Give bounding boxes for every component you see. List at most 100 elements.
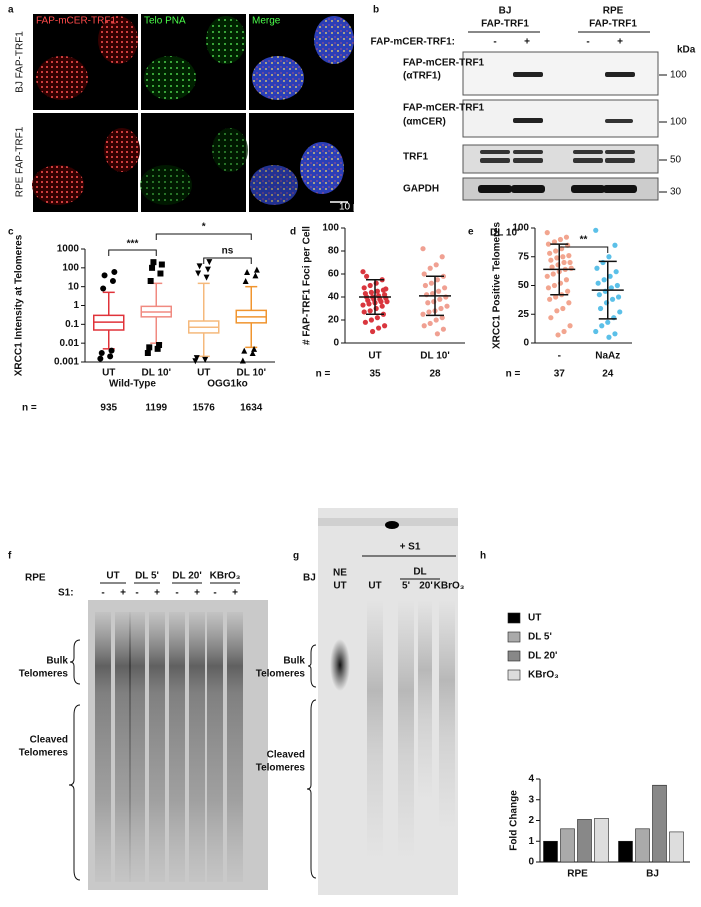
data-point <box>545 285 552 291</box>
data-point <box>545 241 552 247</box>
region-label: Telomeres <box>19 748 69 759</box>
significance-label: ns <box>222 246 234 257</box>
blot-label: (αTRF1) <box>403 71 441 82</box>
data-point <box>422 282 428 289</box>
data-point <box>551 282 558 289</box>
bar <box>577 819 592 863</box>
bar <box>652 784 667 863</box>
significance-bracket <box>203 257 252 264</box>
outlier <box>241 347 248 354</box>
data-point <box>607 273 613 279</box>
data-point <box>361 309 367 315</box>
data-point <box>612 331 618 337</box>
channel-label: Merge <box>252 16 281 27</box>
outlier <box>97 355 104 362</box>
data-point <box>547 296 553 302</box>
data-point <box>554 308 560 314</box>
marker-label: 30 <box>670 187 682 198</box>
data-point <box>376 325 382 331</box>
blot-label: FAP-mCER-TRF1 <box>403 103 485 114</box>
region-label: Telomeres <box>19 669 69 680</box>
gel-f <box>68 582 268 890</box>
y-tick-label: 1 <box>528 836 534 847</box>
bar <box>594 818 609 863</box>
y-axis-label: XRCC1 Intensity at Telomeres <box>14 234 25 376</box>
data-point <box>436 288 442 294</box>
data-point <box>374 288 380 294</box>
x-tick-label: UT <box>102 368 115 379</box>
outlier <box>100 285 107 292</box>
outlier <box>157 270 164 277</box>
cell-line: FAP-TRF1 <box>481 19 529 30</box>
data-point <box>367 308 373 314</box>
n-value: 1634 <box>240 403 263 414</box>
lane-label: UT <box>368 581 381 592</box>
cell-line: RPE <box>603 6 624 17</box>
data-point <box>421 271 427 277</box>
data-point <box>596 292 602 298</box>
data-point <box>433 317 439 323</box>
y-tick-label: 20 <box>328 315 340 326</box>
microscopy-images <box>32 14 354 212</box>
data-point <box>593 328 599 335</box>
outlier <box>206 259 213 266</box>
data-point <box>360 269 366 275</box>
bar <box>669 831 684 863</box>
n-label: n = <box>316 369 331 380</box>
outlier <box>251 345 258 352</box>
blot-label: TRF1 <box>403 152 428 163</box>
outlier <box>203 274 210 281</box>
outlier <box>204 266 211 273</box>
n-value: 37 <box>554 369 566 380</box>
data-point <box>382 323 388 329</box>
n-value: 35 <box>369 369 381 380</box>
outlier <box>193 355 200 362</box>
lane-label: + <box>617 37 623 48</box>
y-tick-label: 75 <box>518 251 530 262</box>
data-point <box>370 328 376 335</box>
region-label: Bulk <box>283 656 305 667</box>
data-point <box>608 285 614 291</box>
panel-letter: c <box>8 227 14 238</box>
lane-label: + <box>232 588 238 599</box>
lane-label: - <box>493 37 496 48</box>
treatment: + S1 <box>400 542 421 553</box>
data-point <box>560 254 566 260</box>
outlier <box>253 266 260 273</box>
blot-label: FAP-mCER-TRF1 <box>403 58 485 69</box>
data-point <box>609 296 616 302</box>
outlier <box>111 269 118 276</box>
y-tick-label: 60 <box>328 269 340 280</box>
data-point <box>364 273 370 279</box>
n-value: 24 <box>602 369 614 380</box>
outlier <box>239 357 246 364</box>
data-point <box>378 299 384 305</box>
y-tick-label: 100 <box>62 262 79 273</box>
data-point <box>427 320 433 327</box>
legend-label: DL 5' <box>528 632 552 643</box>
x-tick-label: DL 10' <box>142 368 171 379</box>
y-tick-label: 3 <box>528 794 534 805</box>
outlier <box>252 272 259 279</box>
data-point <box>565 288 571 294</box>
y-tick-label: 1000 <box>57 244 80 255</box>
data-point <box>374 315 380 321</box>
group-label: UT <box>106 571 119 582</box>
lane-label: - <box>101 588 104 599</box>
data-point <box>548 257 554 263</box>
group-label: DL 5' <box>135 571 159 582</box>
data-point <box>549 264 555 270</box>
n-value: 1199 <box>145 403 167 414</box>
region-label: Cleaved <box>267 750 305 761</box>
condition-label: FAP-mCER-TRF1: <box>371 37 455 48</box>
cell-line: BJ <box>303 573 316 584</box>
y-tick-label: 0 <box>333 338 339 349</box>
outlier <box>244 269 251 276</box>
channel-label: Telo PNA <box>144 16 186 27</box>
group-label: KBrO₃ <box>210 571 241 582</box>
y-tick-label: 0.001 <box>54 357 79 368</box>
bar <box>543 840 558 863</box>
marker-label: 100 <box>670 70 687 81</box>
data-point <box>550 271 556 277</box>
data-point <box>560 305 566 312</box>
